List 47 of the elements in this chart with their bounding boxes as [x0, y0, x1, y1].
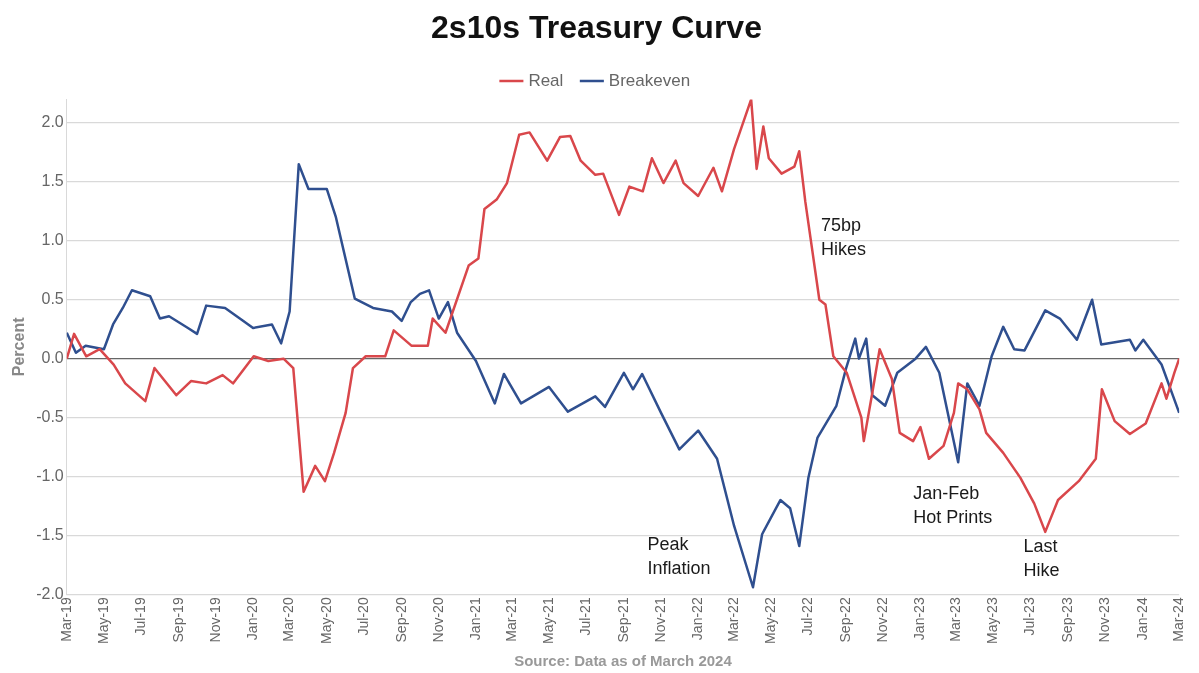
x-tick-label: Nov-20	[429, 597, 446, 643]
x-tick-label: Jan-21	[466, 597, 483, 641]
x-tick-label: Jan-23	[911, 597, 928, 641]
annotation: Jan-Feb Hot Prints	[913, 482, 993, 527]
x-tick-label: Mar-20	[280, 597, 297, 642]
y-tick-label: 1.0	[41, 231, 64, 249]
chart-title: 2s10s Treasury Curve	[431, 9, 762, 46]
legend-label: Real	[528, 70, 564, 90]
x-tick-label: Jul-22	[799, 597, 816, 636]
x-tick-label: Jul-20	[354, 597, 371, 636]
annotation: 75bp Hikes	[821, 215, 867, 260]
x-tick-label: Sep-21	[614, 597, 631, 643]
x-tick-label: May-23	[984, 597, 1001, 644]
y-tick-label: 0.5	[41, 290, 64, 308]
x-tick-label: Jul-23	[1021, 597, 1038, 636]
annotation: Peak Inflation	[647, 534, 711, 579]
x-tick-label: Mar-24	[1170, 597, 1187, 642]
x-tick-label: May-22	[762, 597, 779, 644]
x-tick-label: Jan-24	[1133, 597, 1150, 641]
x-tick-label: Nov-21	[651, 597, 668, 643]
x-tick-label: Jan-22	[689, 597, 706, 641]
x-tick-label: Sep-23	[1059, 597, 1076, 643]
annotation: Last Hike	[1023, 535, 1060, 580]
x-tick-label: Sep-20	[392, 597, 409, 643]
y-tick-label: -1.5	[36, 525, 64, 543]
x-tick-label: May-19	[94, 597, 111, 644]
x-tick-label: Jan-20	[243, 597, 260, 641]
y-tick-label: 0.0	[41, 349, 64, 367]
x-tick-label: May-20	[317, 597, 334, 644]
x-tick-label: Nov-19	[206, 597, 223, 643]
x-tick-label: May-21	[539, 597, 556, 644]
x-tick-label: Nov-23	[1096, 597, 1113, 643]
y-tick-label: -0.5	[36, 407, 64, 425]
x-tick-label: Mar-21	[502, 597, 519, 642]
source-note: Source: Data as of March 2024	[514, 651, 733, 669]
y-tick-label: 2.0	[41, 113, 64, 131]
y-tick-label: 1.5	[41, 172, 64, 190]
x-tick-label: Mar-22	[724, 597, 741, 642]
y-tick-label: -1.0	[36, 466, 64, 484]
y-axis-title: Percent	[10, 316, 28, 377]
x-tick-label: Sep-19	[169, 597, 186, 643]
x-tick-label: Jul-21	[577, 597, 594, 636]
x-tick-label: Mar-23	[947, 597, 964, 642]
x-tick-label: Sep-22	[837, 597, 853, 643]
legend-label: Breakeven	[608, 70, 691, 90]
x-tick-label: Jul-19	[131, 597, 148, 636]
x-tick-label: Nov-22	[874, 597, 891, 643]
